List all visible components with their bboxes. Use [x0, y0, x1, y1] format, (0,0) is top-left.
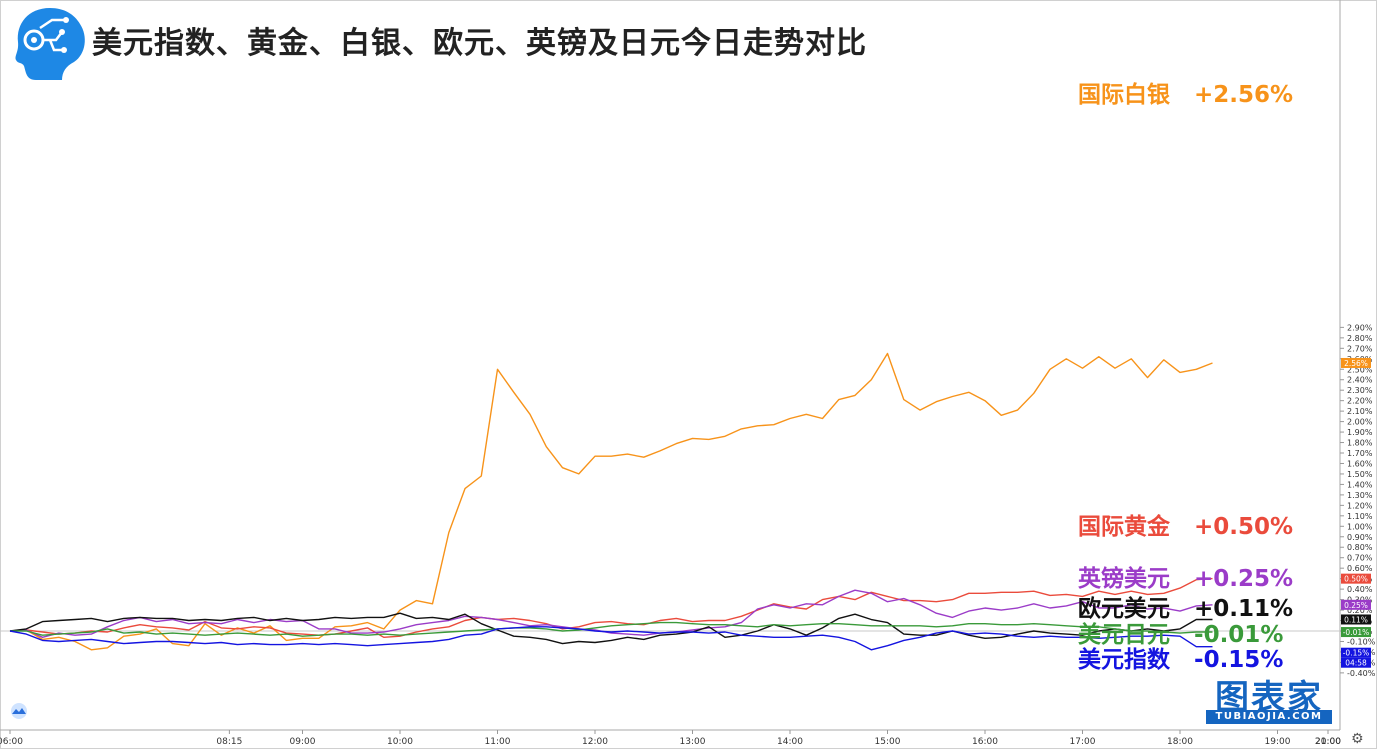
- chart-title: 美元指数、黄金、白银、欧元、英镑及日元今日走势对比: [92, 26, 867, 61]
- brand-url: TUBIAOJIA.COM: [1206, 710, 1332, 724]
- last-value-tag-text-2: 0.25%: [1344, 601, 1368, 610]
- x-tick-label: 08:15: [216, 737, 242, 747]
- x-tick-label: 11:00: [485, 737, 511, 747]
- series-line-2: [9, 589, 1213, 638]
- series-line-0: [9, 352, 1213, 651]
- series-label-2: 英镑美元 +0.25%: [1078, 565, 1293, 592]
- last-value-tag-2: [1341, 599, 1371, 610]
- series-label-3: 欧元美元 +0.11%: [1078, 595, 1293, 622]
- last-value-tag-text-3: 0.11%: [1344, 615, 1368, 624]
- x-tick-label: 19:00: [1265, 737, 1291, 747]
- last-value-tag-1: [1341, 573, 1371, 584]
- y-tick-label: 1.70%: [1347, 449, 1373, 458]
- countdown-tag: [1341, 657, 1371, 668]
- series-label-0: 国际白银 +2.56%: [1078, 81, 1293, 108]
- x-tick-label: 06:00: [0, 737, 23, 747]
- y-tick-label: 2.10%: [1347, 407, 1373, 416]
- y-tick-label: 1.50%: [1347, 470, 1373, 479]
- y-tick-label: 1.40%: [1347, 480, 1373, 489]
- y-tick-label: 2.30%: [1347, 386, 1373, 395]
- y-tick-label: -0.10%: [1347, 637, 1376, 646]
- y-tick-label: 1.80%: [1347, 439, 1373, 448]
- y-tick-label: 2.00%: [1347, 418, 1373, 427]
- y-tick-label: 1.00%: [1347, 522, 1373, 531]
- series-label-1: 国际黄金 +0.50%: [1078, 513, 1293, 540]
- y-tick-label: 1.90%: [1347, 428, 1373, 437]
- last-value-tag-4: [1341, 627, 1371, 638]
- last-value-tag-5: [1341, 647, 1371, 658]
- last-value-tag-3: [1341, 614, 1371, 625]
- y-tick-label: 0.20%: [1347, 606, 1373, 615]
- countdown-tag-text: 04:58: [1345, 659, 1367, 668]
- cloud-logo-icon[interactable]: [8, 703, 30, 719]
- series-line-1: [9, 577, 1213, 638]
- y-tick-label: 1.30%: [1347, 491, 1373, 500]
- y-tick-label: -0.40%: [1347, 669, 1376, 678]
- x-tick-label: 18:00: [1167, 737, 1193, 747]
- x-tick-label: 16:00: [972, 737, 998, 747]
- y-tick-label: 2.80%: [1347, 334, 1373, 343]
- y-tick-label: 0.90%: [1347, 533, 1373, 542]
- y-tick-label: 1.20%: [1347, 501, 1373, 510]
- last-value-tag-0: [1341, 357, 1371, 368]
- last-value-tag-text-5: -0.15%: [1343, 649, 1370, 658]
- series-label-4: 美元日元 -0.01%: [1078, 621, 1283, 648]
- last-value-tag-text-0: 2.56%: [1344, 359, 1368, 368]
- series-label-5: 美元指数 -0.15%: [1078, 646, 1283, 673]
- ai-head-logo-icon: [15, 8, 85, 80]
- y-tick-label: 1.60%: [1347, 459, 1373, 468]
- y-tick-label: 0.60%: [1347, 564, 1373, 573]
- x-tick-label: 21:00: [1315, 737, 1341, 747]
- x-tick-label: 17:00: [1070, 737, 1096, 747]
- x-tick-label: 15:00: [875, 737, 901, 747]
- y-tick-label: 0.40%: [1347, 585, 1373, 594]
- last-value-tag-text-1: 0.50%: [1344, 575, 1368, 584]
- y-tick-label: 2.50%: [1347, 365, 1373, 374]
- y-tick-label: 0.80%: [1347, 543, 1373, 552]
- y-tick-label: 0.70%: [1347, 554, 1373, 563]
- y-tick-label: 2.20%: [1347, 397, 1373, 406]
- series-line-5: [9, 626, 1213, 651]
- y-tick-label: 2.40%: [1347, 376, 1373, 385]
- y-tick-label: 1.10%: [1347, 512, 1373, 521]
- last-value-tag-text-4: -0.01%: [1343, 628, 1370, 637]
- series-line-4: [10, 621, 1213, 637]
- brand-watermark: 图表家 TUBIAOJIA.COM: [1204, 670, 1334, 726]
- y-tick-label: 2.90%: [1347, 323, 1373, 332]
- x-tick-label: 10:00: [387, 737, 413, 747]
- x-tick-label: 20:00: [1315, 737, 1341, 747]
- x-tick-label: 13:00: [680, 737, 706, 747]
- x-tick-label: 09:00: [290, 737, 316, 747]
- x-tick-label: 14:00: [777, 737, 803, 747]
- gear-icon[interactable]: ⚙: [1351, 731, 1364, 747]
- y-tick-label: 2.70%: [1347, 344, 1373, 353]
- x-tick-label: 12:00: [582, 737, 608, 747]
